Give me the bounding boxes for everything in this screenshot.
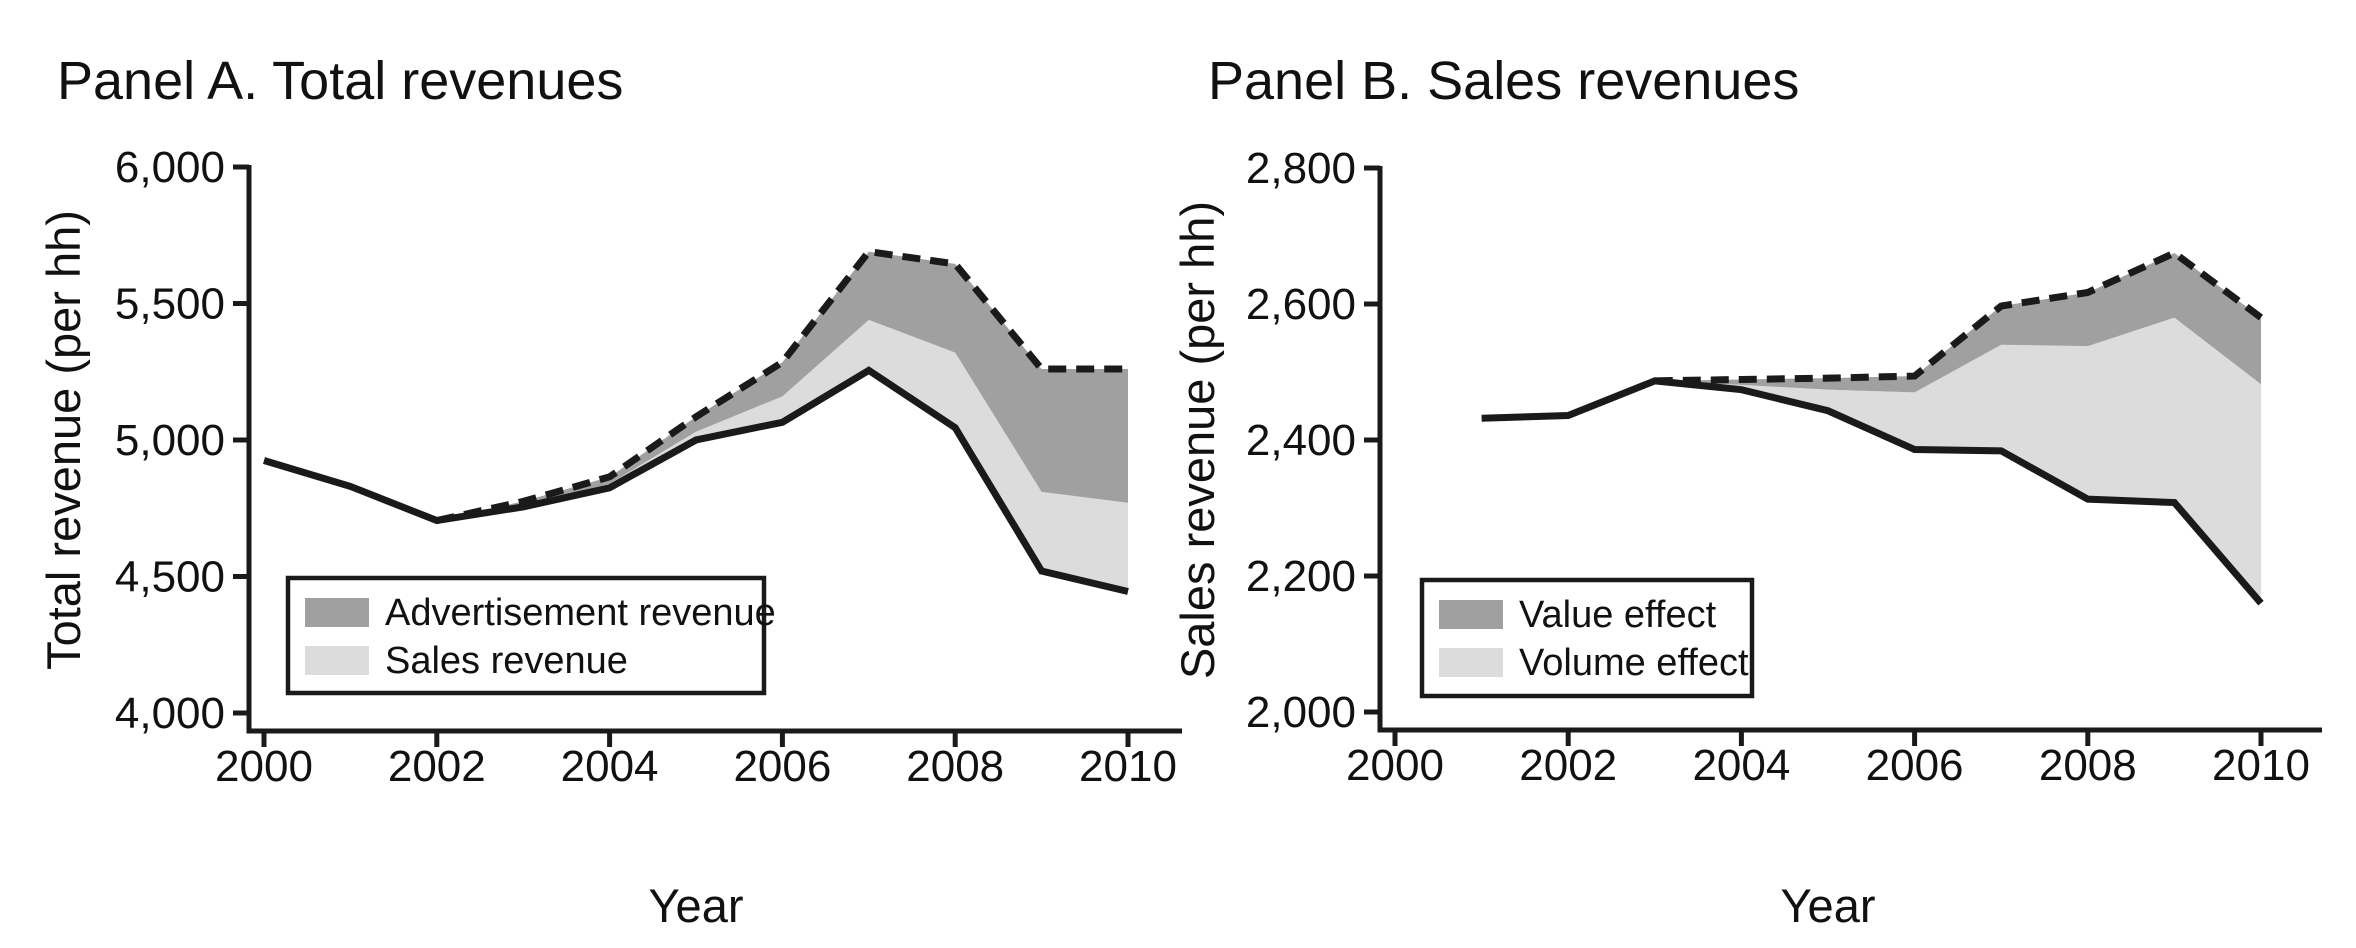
panel-a-solid-line <box>262 366 1129 595</box>
panel-a-x-tick-label: 2000 <box>215 742 313 791</box>
panel-a-y-axis-label: Total revenue (per hh) <box>37 210 90 670</box>
panel-b-y-tick-label: 2,800 <box>1246 144 1356 193</box>
panel-b-dark-area <box>1654 253 2261 393</box>
panel-b-y-tick-label: 2,600 <box>1246 280 1356 329</box>
panel-a-y-tick-label: 4,000 <box>115 689 225 738</box>
panel-b-legend-label: Volume effect <box>1519 642 1749 684</box>
panel-a-x-tick-label: 2004 <box>561 742 659 791</box>
panel-a-y-tick-label: 4,500 <box>115 553 225 602</box>
panel-b-legend-swatch <box>1439 648 1503 677</box>
panel-b-x-tick-label: 2010 <box>2212 741 2310 790</box>
panel-b-x-axis-label: Year <box>1781 879 1876 932</box>
panel-b-legend-swatch <box>1439 600 1503 629</box>
panel-b-x-tick-label: 2002 <box>1519 741 1617 790</box>
panel-a-x-tick-label: 2008 <box>906 742 1004 791</box>
panel-b-dashed-line <box>1654 248 2264 385</box>
panel-b-light-area <box>1654 317 2261 604</box>
panel-b-solid-line <box>1481 377 2264 606</box>
panel-a-x-axis-label: Year <box>649 879 744 932</box>
panel-b-title: Panel B. Sales revenues <box>1208 51 1800 111</box>
panel-a-light-area <box>436 319 1128 592</box>
panel-a-legend-label: Advertisement revenue <box>385 592 776 634</box>
panel-a-legend-swatch <box>305 598 369 627</box>
panel-a-x-tick-label: 2002 <box>388 742 486 791</box>
panel-a-title: Panel A. Total revenues <box>57 51 624 111</box>
panel-a-y-tick-label: 5,500 <box>115 280 225 329</box>
panel-a-y-tick-label: 6,000 <box>115 143 225 192</box>
panel-b-y-tick-label: 2,400 <box>1246 416 1356 465</box>
panel-a-axes <box>246 165 1182 734</box>
panel-a-legend-swatch <box>305 646 369 675</box>
panel-a-legend-label: Sales revenue <box>385 640 628 682</box>
panel-a-x-tick-label: 2010 <box>1079 742 1177 791</box>
panel-a-x-tick-label: 2006 <box>733 742 831 791</box>
panel-b-x-tick-label: 2000 <box>1346 741 1444 790</box>
panel-b-y-tick-label: 2,200 <box>1246 552 1356 601</box>
panel-b-x-tick-label: 2006 <box>1866 741 1964 790</box>
panel-b-y-axis-label: Sales revenue (per hh) <box>1171 201 1224 679</box>
panel-b-y-tick-label: 2,000 <box>1246 688 1356 737</box>
panel-b-x-tick-label: 2008 <box>2039 741 2137 790</box>
panel-a-dark-area <box>436 251 1128 521</box>
panel-b-legend-label: Value effect <box>1519 594 1717 636</box>
panel-a-dashed-line <box>436 247 1128 524</box>
panel-a-y-tick-label: 5,000 <box>115 416 225 465</box>
panel-b-axes <box>1377 166 2322 733</box>
panel-b-x-tick-label: 2004 <box>1692 741 1790 790</box>
